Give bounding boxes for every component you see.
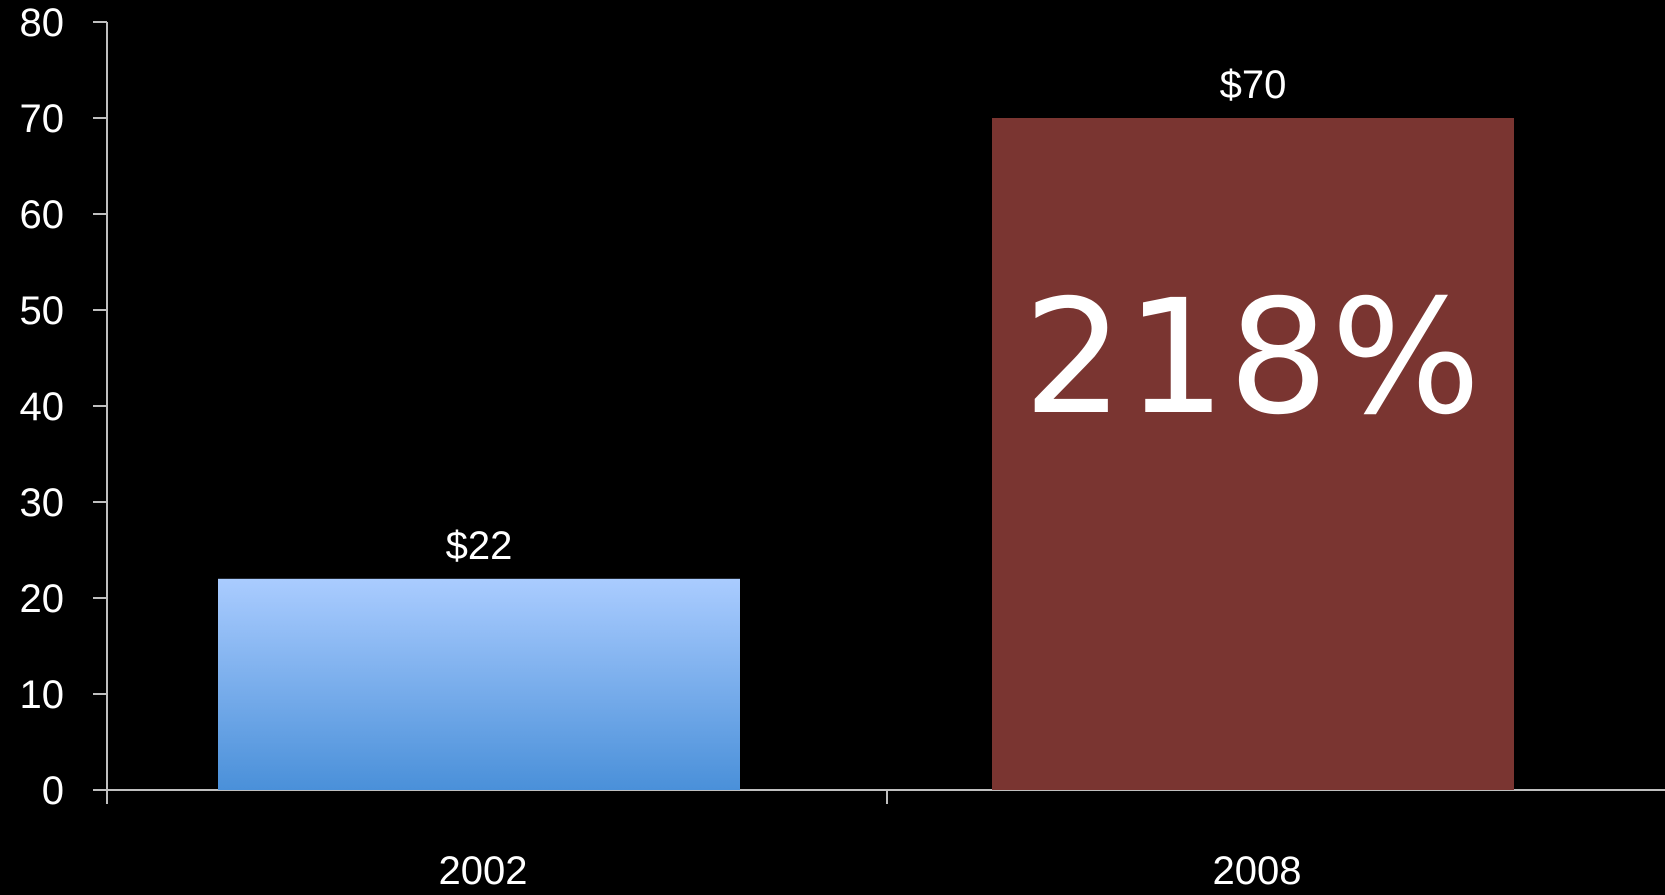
percent-increase-annotation: 218% (1023, 266, 1483, 450)
y-tick-label: 20 (20, 577, 65, 621)
data-label-2008: $70 (1220, 63, 1287, 107)
x-category-label: 2008 (1213, 849, 1302, 890)
y-tick-label: 80 (20, 1, 65, 45)
bar-2008 (992, 118, 1514, 790)
y-tick-label: 30 (20, 481, 65, 525)
y-tick-label: 60 (20, 193, 65, 237)
y-tick-label: 0 (42, 769, 64, 813)
y-tick-label: 50 (20, 289, 65, 333)
y-tick-label: 70 (20, 97, 65, 141)
y-tick-label: 40 (20, 385, 65, 429)
data-label-2002: $22 (446, 524, 513, 568)
bars (218, 118, 1514, 790)
bar-2002 (218, 578, 740, 790)
y-axis: 0 10 20 30 40 50 60 70 80 (20, 1, 108, 813)
y-tick-label: 10 (20, 673, 65, 717)
data-labels: $22 $70 (446, 63, 1287, 568)
x-axis: 2002 2008 (107, 789, 1665, 893)
x-category-label: 2002 (439, 849, 528, 890)
